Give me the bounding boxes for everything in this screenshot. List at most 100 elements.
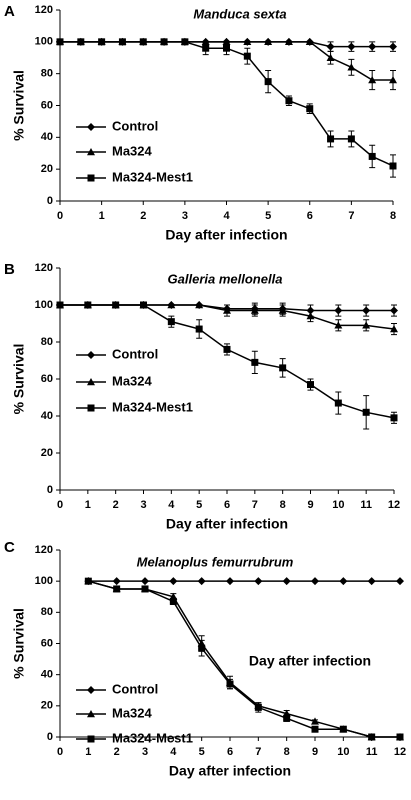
marker	[284, 37, 293, 46]
marker	[278, 306, 287, 314]
marker	[226, 577, 234, 586]
marker	[306, 105, 314, 113]
marker	[169, 577, 178, 586]
marker	[264, 37, 273, 46]
marker	[243, 37, 252, 46]
y-tick-label: 80	[41, 606, 53, 618]
y-tick-label: 20	[41, 447, 53, 459]
marker	[77, 38, 85, 46]
marker	[282, 577, 291, 586]
x-tick-label: 12	[394, 746, 406, 758]
legend-label: Ma324	[112, 373, 153, 388]
marker	[305, 37, 314, 46]
x-tick-label: 12	[388, 499, 400, 511]
y-tick-label: 0	[47, 195, 53, 207]
marker	[223, 44, 230, 52]
marker	[368, 76, 377, 84]
panel-label: C	[4, 539, 15, 556]
marker	[87, 351, 95, 359]
x-tick-label: 7	[348, 210, 354, 222]
y-tick-label: 100	[35, 299, 53, 311]
marker	[87, 148, 95, 156]
legend-label: Control	[112, 681, 158, 696]
marker	[87, 174, 95, 182]
marker	[339, 577, 348, 586]
x-tick-label: 0	[57, 499, 63, 511]
marker	[167, 318, 175, 326]
x-tick-label: 3	[142, 746, 148, 758]
x-tick-label: 8	[280, 499, 286, 511]
x-tick-label: 1	[85, 746, 91, 758]
marker	[223, 306, 231, 314]
x-tick-label: 2	[114, 746, 120, 758]
series-line	[60, 41, 394, 167]
marker	[326, 53, 335, 61]
marker	[167, 301, 176, 309]
y-tick-label: 60	[41, 99, 53, 111]
y-tick-label: 120	[35, 262, 53, 274]
y-axis-title: % Survival	[11, 344, 27, 415]
marker	[197, 577, 206, 586]
y-tick-label: 60	[41, 373, 53, 385]
y-tick-label: 120	[35, 4, 53, 16]
chart-title: Galleria mellonella	[168, 271, 283, 286]
marker	[160, 38, 168, 46]
x-tick-label: 8	[284, 746, 290, 758]
marker	[307, 381, 314, 389]
legend-label: Ma324	[112, 705, 153, 720]
marker	[362, 306, 371, 315]
marker	[202, 44, 210, 52]
x-tick-label: 1	[99, 210, 105, 222]
x-tick-label: 5	[265, 210, 271, 222]
x-tick-label: 3	[182, 210, 188, 222]
marker	[87, 735, 95, 743]
legend-label: Ma324-Mest1	[112, 169, 193, 184]
marker	[311, 725, 319, 733]
y-tick-label: 100	[35, 575, 53, 587]
x-tick-label: 0	[57, 210, 63, 222]
marker	[311, 577, 319, 586]
marker	[251, 358, 259, 366]
marker	[223, 345, 231, 353]
x-tick-label: 2	[140, 210, 146, 222]
marker	[87, 378, 95, 386]
marker	[283, 714, 291, 722]
marker	[250, 306, 259, 314]
marker	[326, 42, 335, 51]
marker	[311, 717, 319, 725]
series-line	[88, 580, 400, 738]
x-tick-label: 7	[255, 746, 261, 758]
marker	[367, 577, 376, 586]
marker	[339, 725, 347, 733]
marker	[140, 301, 147, 309]
marker	[254, 577, 263, 586]
marker	[334, 306, 343, 315]
marker	[141, 585, 149, 593]
series-line	[60, 304, 395, 419]
y-tick-label: 60	[41, 637, 53, 649]
marker	[362, 321, 371, 329]
y-tick-label: 0	[47, 484, 53, 496]
x-tick-label: 11	[360, 499, 372, 511]
marker	[113, 585, 121, 593]
marker	[396, 577, 404, 586]
x-tick-label: 5	[196, 499, 202, 511]
y-tick-label: 40	[41, 410, 53, 422]
marker	[389, 162, 397, 170]
marker	[181, 38, 189, 46]
marker	[347, 63, 356, 71]
x-tick-label: 1	[85, 499, 91, 511]
marker	[87, 404, 95, 412]
y-tick-label: 120	[35, 544, 53, 556]
marker	[334, 399, 342, 407]
marker	[139, 38, 147, 46]
marker	[390, 414, 398, 422]
marker	[98, 38, 106, 46]
x-tick-label: 9	[307, 499, 313, 511]
x-tick-label: 10	[337, 746, 349, 758]
marker	[347, 42, 356, 51]
marker	[306, 312, 315, 320]
y-tick-label: 40	[41, 669, 53, 681]
marker	[169, 597, 177, 605]
